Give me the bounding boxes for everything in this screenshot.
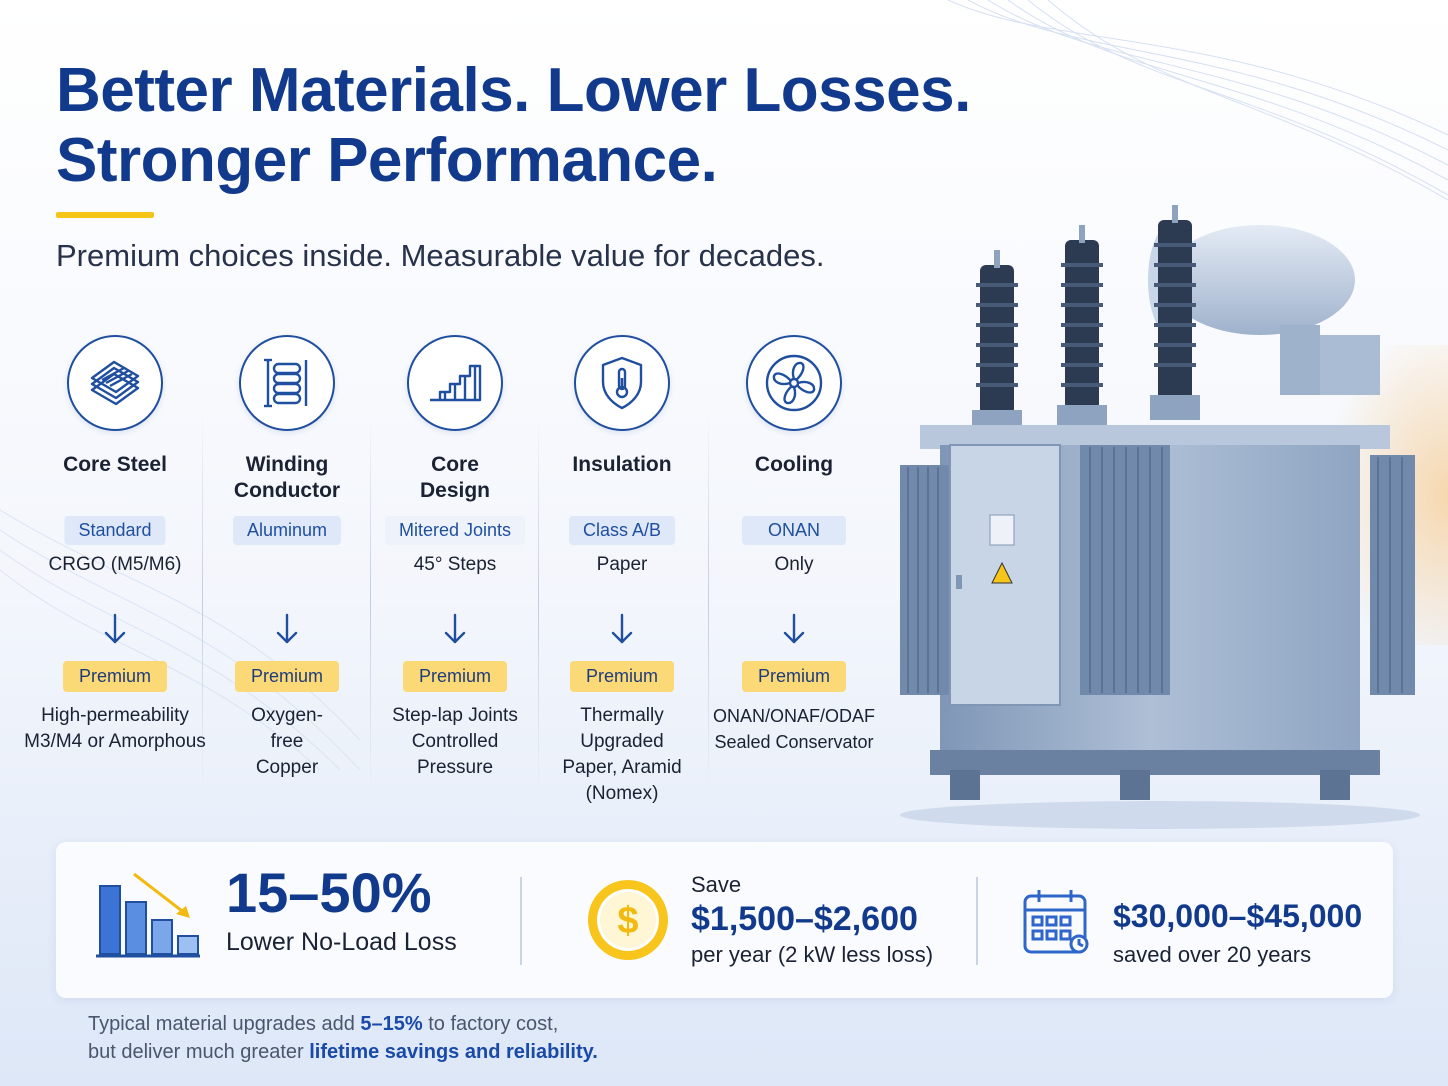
bar-chart-decline-icon: [96, 872, 200, 958]
footnote-line-1: Typical material upgrades add 5–15% to f…: [88, 1010, 598, 1038]
column-title: Core Design: [419, 453, 490, 502]
footnote-highlight: 5–15%: [360, 1013, 423, 1035]
footnote-text: but deliver much greater: [88, 1041, 310, 1063]
standard-description: Paper: [596, 554, 648, 575]
arrow-down-icon: [444, 613, 466, 644]
material-columns: Core Steel Standard CRGO (M5/M6) Premium…: [24, 330, 880, 820]
stats-divider: [976, 877, 978, 965]
arrow-down-icon: [783, 613, 805, 644]
svg-text:$: $: [617, 900, 638, 942]
subtitle: Premium choices inside. Measurable value…: [56, 238, 825, 273]
premium-badge: Premium: [741, 661, 847, 692]
standard-badge: Class A/B: [568, 516, 676, 545]
premium-description: Step-lap Joints Controlled Pressure: [392, 705, 518, 778]
column-insulation: Insulation Class A/B Paper Premium Therm…: [537, 330, 707, 820]
premium-description: Oxygen-free Copper: [251, 705, 323, 778]
column-title: Cooling: [754, 453, 834, 476]
premium-badge: Premium: [569, 661, 675, 692]
standard-badge: Standard: [64, 516, 166, 545]
column-core-design: Core Design Mitered Joints 45° Steps Pre…: [370, 330, 540, 820]
footnote: Typical material upgrades add 5–15% to f…: [88, 1010, 598, 1066]
standard-description: CRGO (M5/M6): [48, 554, 182, 575]
annual-savings-prefix: Save: [691, 872, 742, 897]
column-title: Insulation: [572, 453, 672, 476]
column-core-steel: Core Steel Standard CRGO (M5/M6) Premium…: [24, 330, 206, 820]
no-load-loss-label: Lower No-Load Loss: [226, 928, 457, 956]
arrow-down-icon: [611, 613, 633, 644]
column-cooling: Cooling ONAN Only Premium ONAN/ONAF/ODAF…: [709, 330, 879, 820]
lifetime-savings-value: $30,000–$45,000: [1113, 898, 1363, 934]
title-line-1: Better Materials. Lower Losses.: [56, 56, 971, 125]
dollar-coin-icon: $: [588, 880, 668, 960]
arrow-down-icon: [104, 613, 126, 644]
premium-badge: Premium: [402, 661, 508, 692]
calendar-icon: [1023, 890, 1089, 954]
annual-savings-value: $1,500–$2,600: [691, 900, 918, 938]
stats-divider: [520, 877, 522, 965]
title-underline: [56, 212, 154, 218]
coil-icon: [239, 335, 335, 431]
transformer-illustration: [900, 205, 1448, 829]
shield-thermometer-icon: [574, 335, 670, 431]
premium-description: High-permeability M3/M4 or Amorphous: [24, 705, 206, 752]
footnote-text: Typical material upgrades add: [88, 1013, 361, 1035]
standard-description: Only: [774, 554, 814, 575]
stats-panel: 15–50% Lower No-Load Loss $ Save $1,500–…: [56, 842, 1393, 998]
standard-badge: Aluminum: [232, 516, 342, 545]
background-waves: [947, 0, 1448, 200]
column-divider: [708, 410, 709, 790]
column-divider: [370, 410, 371, 790]
column-title: Winding Conductor: [233, 453, 341, 502]
no-load-loss-value: 15–50%: [226, 861, 432, 924]
premium-description: ONAN/ONAF/ODAF Sealed Conservator: [712, 706, 875, 752]
column-title: Core Steel: [63, 453, 167, 476]
premium-badge: Premium: [62, 661, 168, 692]
arrow-down-icon: [276, 613, 298, 644]
column-winding-conductor: Winding Conductor Aluminum Premium Oxyge…: [202, 330, 372, 820]
page-title: Better Materials. Lower Losses. Stronger…: [56, 56, 971, 196]
footnote-highlight: lifetime savings and reliability.: [309, 1041, 598, 1063]
standard-badge: ONAN: [741, 516, 847, 545]
footnote-line-2: but deliver much greater lifetime saving…: [88, 1038, 598, 1066]
standard-description: 45° Steps: [413, 554, 497, 575]
title-line-2: Stronger Performance.: [56, 126, 718, 195]
fan-icon: [746, 335, 842, 431]
premium-description: Thermally Upgraded Paper, Aramid (Nomex): [562, 705, 682, 804]
layers-icon: [67, 335, 163, 431]
column-divider: [538, 410, 539, 790]
premium-badge: Premium: [234, 661, 340, 692]
column-divider: [202, 410, 203, 790]
lifetime-savings-label: saved over 20 years: [1113, 942, 1312, 967]
standard-badge: Mitered Joints: [384, 516, 526, 545]
annual-savings-label: per year (2 kW less loss): [691, 942, 934, 967]
footnote-text: to factory cost,: [422, 1013, 559, 1035]
steps-icon: [407, 335, 503, 431]
